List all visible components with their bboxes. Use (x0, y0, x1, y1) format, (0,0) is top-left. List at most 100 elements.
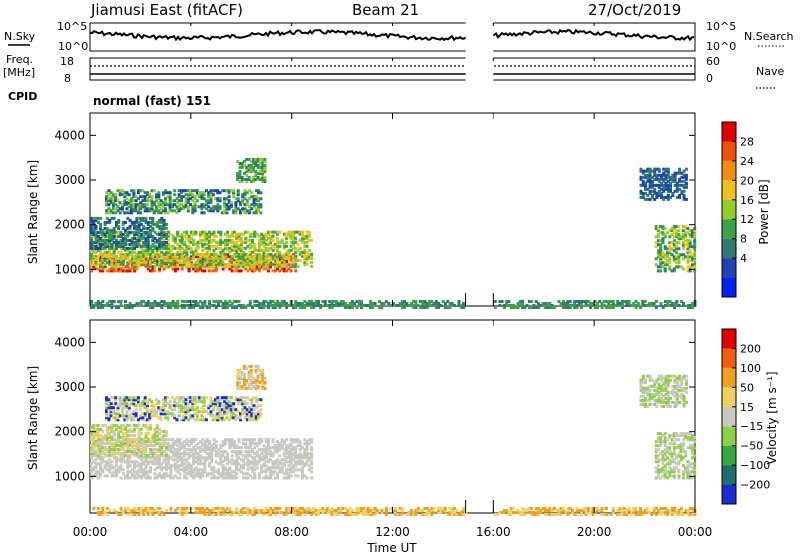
heatmap-cell (656, 239, 660, 243)
heatmap-cell (688, 306, 692, 309)
heatmap-cell (105, 302, 109, 305)
heatmap-cell (276, 248, 279, 252)
heatmap-cell (158, 302, 162, 305)
heatmap-cell (214, 254, 218, 258)
heatmap-cell (110, 238, 114, 242)
heatmap-cell (243, 400, 247, 404)
heatmap-cell (115, 427, 118, 431)
heatmap-cell (158, 237, 162, 240)
heatmap-cell (185, 248, 189, 252)
heatmap-cell (251, 450, 255, 454)
heatmap-cell (158, 230, 162, 234)
heatmap-cell (185, 256, 189, 260)
nsearch-tick-bottom: 10^0 (706, 40, 736, 53)
heatmap-cell (663, 235, 667, 239)
heatmap-cell (192, 256, 196, 260)
heatmap-cell (125, 416, 129, 420)
heatmap-cell (126, 476, 130, 480)
heatmap-cell (192, 306, 196, 309)
heatmap-cell (178, 257, 182, 261)
heatmap-cell (285, 460, 289, 464)
heatmap-cell (193, 398, 197, 402)
heatmap-cell (305, 460, 309, 464)
heatmap-cell (119, 440, 123, 444)
heatmap-cell (653, 177, 657, 181)
heatmap-cell (185, 230, 189, 234)
heatmap-cell (287, 250, 291, 254)
heatmap-cell (149, 264, 152, 268)
heatmap-cell (227, 199, 231, 203)
heatmap-cell (110, 302, 114, 305)
heatmap-cell (371, 306, 375, 309)
heatmap-cell (254, 178, 258, 181)
heatmap-cell (289, 474, 293, 478)
heatmap-cell (273, 258, 277, 262)
heatmap-cell (94, 454, 98, 457)
heatmap-cell (92, 425, 96, 429)
heatmap-cell (132, 412, 136, 416)
heatmap-cell (128, 427, 132, 431)
heatmap-cell (573, 302, 577, 305)
heatmap-cell (518, 304, 522, 307)
heatmap-cell (137, 450, 141, 453)
heatmap-cell (226, 240, 230, 244)
heatmap-cell (130, 440, 134, 443)
heatmap-cell (242, 460, 245, 464)
heatmap-cell (257, 306, 261, 309)
heatmap-cell (142, 446, 146, 450)
heatmap-cell (294, 250, 298, 254)
heatmap-cell (248, 267, 252, 271)
heatmap-cell (96, 247, 100, 250)
heatmap-cell (121, 253, 125, 257)
heatmap-cell (96, 440, 100, 443)
heatmap-cell (346, 304, 350, 307)
heatmap-cell (218, 207, 222, 211)
heatmap-cell (267, 448, 270, 452)
heatmap-cell (151, 437, 155, 441)
heatmap-cell (267, 302, 270, 305)
heatmap-cell (117, 261, 121, 265)
heatmap-cell (657, 185, 661, 189)
heatmap-cell (650, 183, 654, 187)
heatmap-cell (205, 246, 209, 250)
heatmap-cell (162, 460, 166, 464)
heatmap-cell (193, 400, 197, 404)
heatmap-cell (256, 163, 260, 167)
heatmap-cell (198, 446, 202, 450)
heatmap-cell (90, 466, 93, 470)
heatmap-cell (96, 450, 100, 453)
heatmap-cell (253, 262, 257, 266)
heatmap-cell (584, 302, 588, 305)
heatmap-cell (133, 427, 137, 431)
heatmap-cell (205, 472, 209, 476)
heatmap-cell (208, 300, 211, 303)
heatmap-cell (191, 396, 195, 400)
heatmap-cell (169, 248, 173, 252)
heatmap-cell (185, 442, 189, 446)
heatmap-cell (214, 269, 218, 273)
heatmap-cell (103, 446, 107, 449)
heatmap-cell (144, 425, 148, 429)
heatmap-cell (221, 264, 225, 268)
heatmap-cell (310, 260, 314, 264)
heatmap-cell (182, 396, 186, 400)
heatmap-cell (146, 404, 149, 408)
heatmap-cell (148, 414, 152, 418)
heatmap-cell (149, 246, 152, 250)
heatmap-cell (245, 418, 249, 422)
heatmap-cell (139, 444, 143, 448)
heatmap-cell (128, 460, 132, 464)
heatmap-cell (244, 306, 248, 309)
heatmap-cell (668, 267, 672, 271)
heatmap-cell (276, 254, 279, 258)
heatmap-cell (216, 205, 220, 209)
heatmap-cell (112, 452, 116, 455)
heatmap-cell (226, 474, 230, 478)
heatmap-cell (115, 448, 118, 452)
heatmap-cell (146, 431, 150, 435)
heatmap-cell (672, 239, 676, 243)
heatmap-cell (221, 248, 225, 252)
heatmap-cell (693, 229, 697, 233)
heatmap-cell (144, 254, 148, 258)
heatmap-cell (242, 466, 245, 470)
